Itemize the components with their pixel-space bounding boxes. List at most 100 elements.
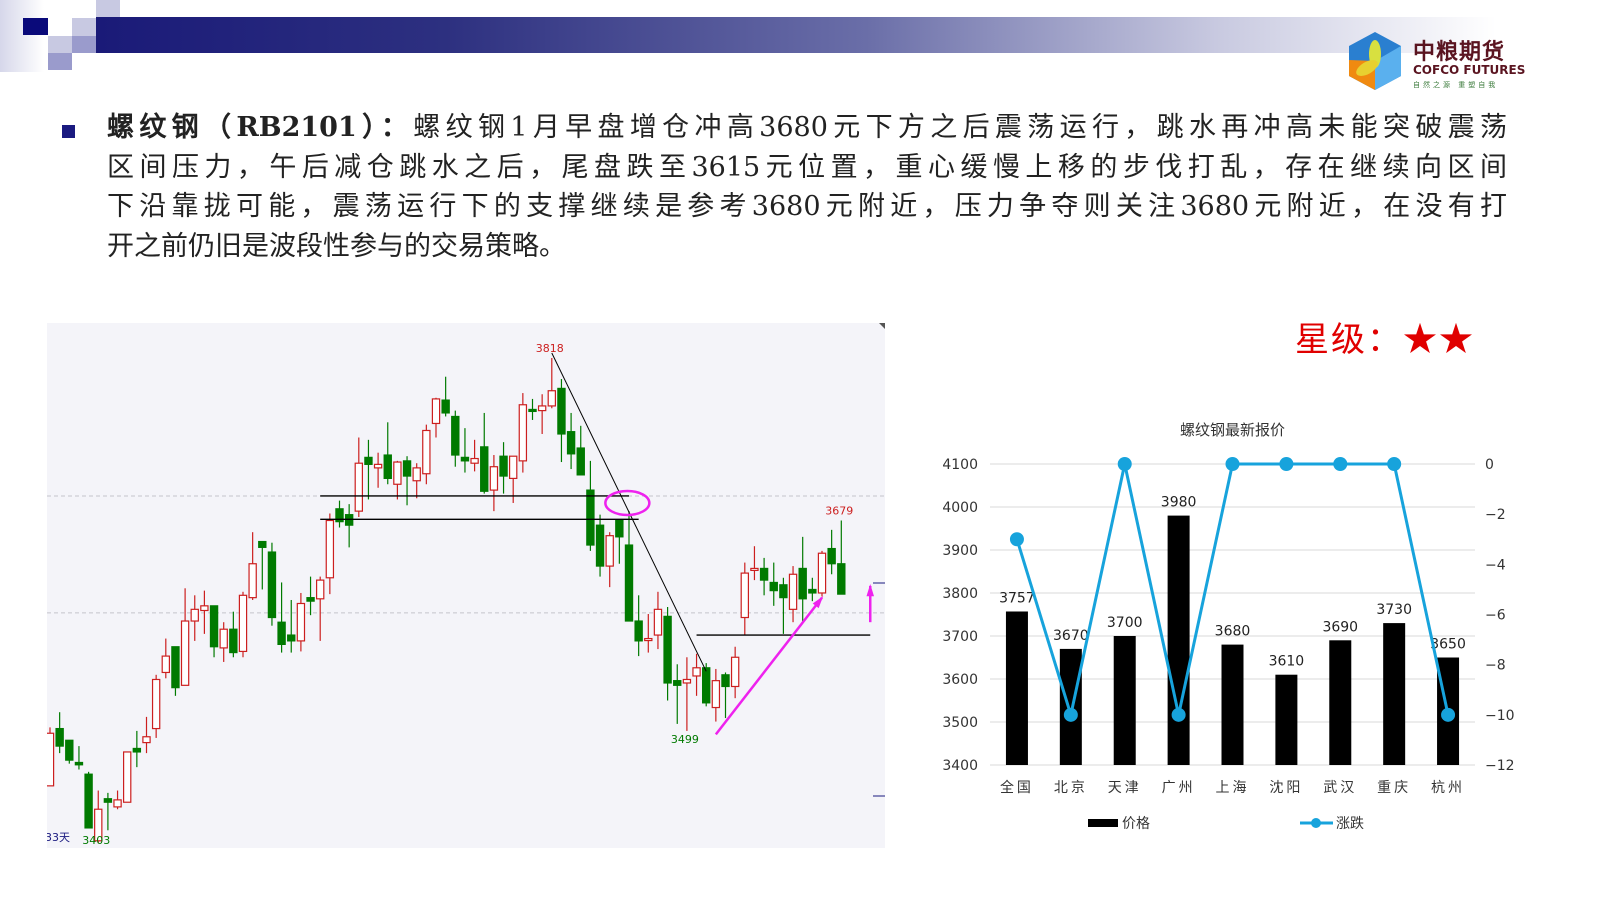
candle [431, 397, 441, 438]
annotation-arrow [714, 596, 823, 736]
candle [451, 410, 460, 467]
candle [209, 605, 219, 658]
candle [586, 460, 595, 551]
candle [190, 595, 199, 641]
candle [151, 674, 161, 738]
candle-body [267, 551, 277, 619]
candle-body [480, 446, 489, 492]
candle [653, 591, 663, 650]
candle-body [808, 588, 817, 594]
candle-body [499, 455, 508, 477]
price-bar [1221, 644, 1244, 765]
change-point [1171, 707, 1186, 722]
candle [595, 514, 605, 577]
candle [682, 657, 692, 731]
candle [393, 460, 402, 500]
candle [489, 455, 499, 512]
price-bar [1329, 640, 1352, 765]
change-point [1387, 457, 1402, 471]
candle [65, 739, 74, 764]
price-bar [1005, 611, 1028, 765]
candle-body [74, 761, 84, 766]
candle [605, 532, 614, 588]
category-label: 武汉 [1323, 780, 1357, 796]
candle [267, 542, 277, 626]
right-axis-tick: −2 [1485, 507, 1506, 523]
candle-body [759, 567, 769, 581]
candle [296, 592, 306, 652]
bullet-square-icon [62, 125, 75, 138]
right-axis-tick: −12 [1485, 758, 1515, 774]
candle-body [402, 460, 412, 477]
bar-data-label: 3690 [1322, 619, 1358, 635]
candle-body [730, 656, 740, 688]
bar-data-label: 3680 [1215, 624, 1251, 640]
candle [171, 646, 180, 696]
change-point [1225, 457, 1240, 471]
candle-body [740, 572, 750, 619]
candle [200, 590, 209, 634]
candle [518, 393, 528, 473]
candle-body [258, 540, 267, 548]
candle-body [103, 798, 113, 803]
price-bar [1113, 636, 1136, 765]
commentary-line-3: 下沿靠拢可能，震荡运行下的支撑继续是参考3680元附近，压力争夺则关注3680元… [107, 191, 1507, 222]
candle-body [335, 508, 344, 523]
candle [354, 437, 364, 517]
candle [238, 591, 248, 658]
candle [692, 653, 701, 696]
candle [644, 614, 653, 653]
commentary-label: 螺纹钢（RB2101）： [107, 112, 414, 143]
left-axis-tick: 4100 [942, 457, 978, 473]
candle [566, 412, 576, 470]
candle [721, 672, 730, 719]
price-bar [1383, 623, 1406, 765]
arrow-head-icon [812, 596, 824, 609]
logo-cn: 中粮期货 [1413, 40, 1506, 65]
legend-bar-swatch [1088, 819, 1118, 827]
candle-body [171, 646, 180, 689]
trendline [551, 352, 707, 672]
extreme-price-label: 3818 [536, 342, 564, 355]
left-axis-tick: 3400 [942, 758, 978, 774]
candle [827, 529, 836, 575]
candle-body [817, 552, 827, 594]
candle-body [306, 597, 315, 602]
candle-body [122, 751, 132, 803]
bar-data-label: 3757 [999, 590, 1035, 606]
bar-data-label: 3700 [1107, 615, 1143, 631]
legend-label-price: 价格 [1122, 816, 1150, 832]
candle-body [566, 431, 576, 455]
candle [84, 771, 93, 829]
change-point [1117, 457, 1132, 471]
candle [142, 716, 151, 754]
candle-body [412, 467, 421, 482]
candle-body [721, 674, 730, 688]
candle-body [45, 732, 55, 787]
candle [383, 422, 392, 485]
candlestick-chart: 3818 3499 3679 3403 33天 [45, 323, 885, 847]
candle-body [779, 584, 788, 599]
category-label: 全国 [1000, 779, 1034, 796]
candle [422, 424, 431, 485]
candle-body [84, 773, 93, 829]
candle [673, 664, 682, 724]
candle-body [180, 620, 190, 686]
right-axis-tick: 0 [1485, 457, 1494, 473]
candle [615, 519, 624, 564]
candle [499, 442, 508, 494]
candle [103, 792, 113, 831]
category-label: 天津 [1108, 780, 1142, 796]
left-axis-tick: 3700 [942, 629, 978, 645]
candle-body [644, 637, 653, 642]
candle-body [595, 524, 605, 567]
candle-body [537, 405, 547, 412]
candle [316, 576, 325, 641]
left-axis-tick: 4000 [942, 500, 978, 516]
candle-body [557, 387, 566, 435]
candle-body [364, 456, 373, 465]
candle-body [441, 399, 450, 414]
candle-body [624, 544, 634, 622]
candle [817, 550, 827, 597]
candle [779, 577, 788, 634]
